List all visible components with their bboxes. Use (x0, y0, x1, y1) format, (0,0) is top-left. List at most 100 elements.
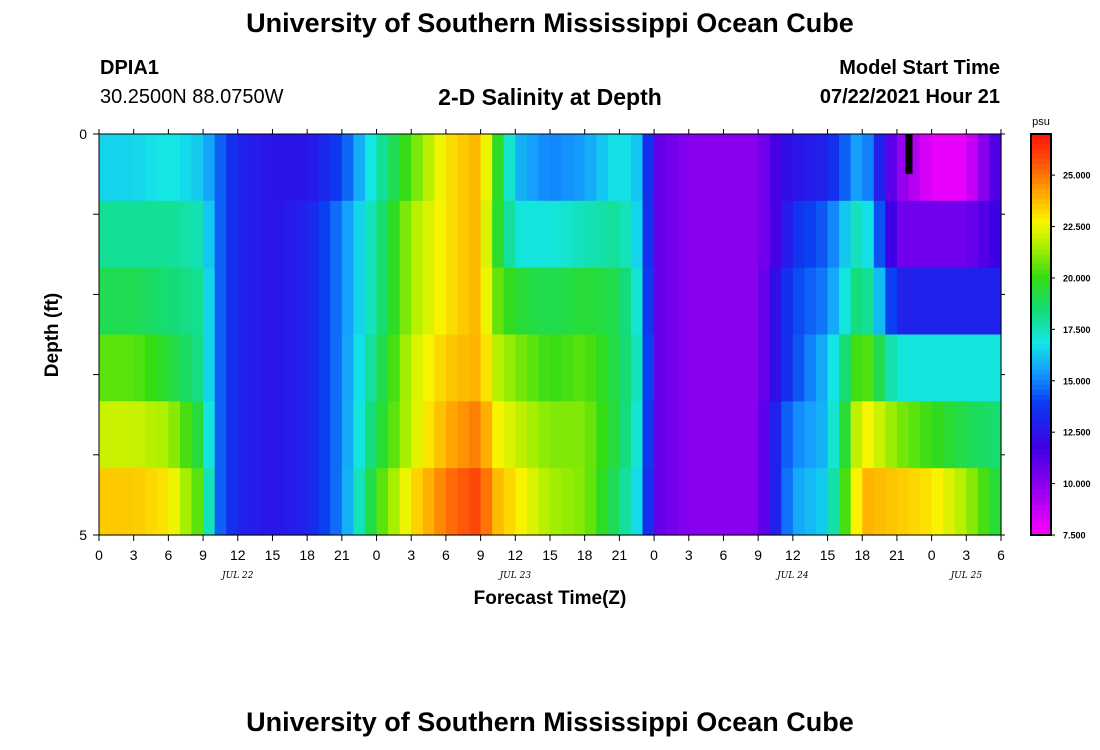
heatmap-cell (896, 267, 910, 336)
heatmap-cell (226, 200, 239, 269)
heatmap-cell (353, 334, 366, 402)
colorbar-swatch (1031, 234, 1051, 240)
colorbar-swatch (1031, 394, 1051, 401)
heatmap-cell (804, 334, 817, 402)
heatmap-cell (249, 200, 262, 269)
heatmap-cell (723, 334, 736, 402)
heatmap-cell (711, 134, 725, 202)
heatmap-cell (619, 200, 632, 269)
x-tick-label: 21 (334, 547, 350, 563)
colorbar-swatch (1031, 164, 1051, 170)
colorbar-tick-label: 12.500 (1063, 428, 1091, 438)
heatmap-cell (284, 134, 297, 202)
heatmap-cell (896, 200, 910, 269)
heatmap-cell (226, 334, 239, 402)
heatmap-cell (434, 401, 447, 469)
heatmap-cell (873, 401, 886, 469)
heatmap-cell (503, 401, 516, 469)
heatmap-cell (330, 334, 343, 402)
heatmap-cell (943, 134, 956, 202)
colorbar-swatch (1031, 364, 1051, 371)
heatmap-cell (295, 134, 308, 202)
heatmap-cell (168, 200, 181, 269)
heatmap-cell (515, 267, 528, 336)
heatmap-cell (445, 334, 459, 402)
heatmap-cell (642, 200, 655, 269)
forecast-marker-layer (905, 134, 913, 175)
colorbar-tick-label: 10.000 (1063, 479, 1091, 489)
heatmap-cell (364, 401, 378, 469)
heatmap-cell (422, 334, 435, 402)
heatmap-cell (596, 200, 609, 269)
heatmap-cell (376, 134, 389, 202)
heatmap-cell (781, 200, 794, 269)
heatmap-cell (399, 267, 412, 336)
colorbar-swatch (1031, 489, 1051, 496)
heatmap-cell (364, 334, 378, 402)
colorbar-swatch (1031, 469, 1051, 476)
heatmap-cell (584, 468, 597, 536)
heatmap-cell (422, 401, 435, 469)
heatmap-cell (931, 468, 944, 536)
heatmap-cell (769, 401, 782, 469)
x-tick-label: 0 (373, 547, 381, 563)
heatmap-cell (792, 468, 806, 536)
heatmap-cell (561, 334, 574, 402)
date-label: JUL 25 (949, 571, 983, 581)
heatmap-cell (850, 468, 863, 536)
colorbar-tick-label: 25.000 (1063, 171, 1091, 181)
heatmap-cell (862, 334, 875, 402)
heatmap-cell (480, 334, 493, 402)
heatmap-cell (827, 334, 840, 402)
colorbar-tick-label: 22.500 (1063, 222, 1091, 232)
colorbar-swatch (1031, 184, 1051, 190)
heatmap-cell (364, 134, 378, 202)
x-tick-label: 12 (508, 547, 524, 563)
heatmap-cell (168, 468, 181, 536)
heatmap-cell (920, 267, 933, 336)
heatmap-cell (503, 334, 516, 402)
colorbar-swatch (1031, 484, 1051, 491)
heatmap-cell (966, 267, 979, 336)
x-tick-label: 18 (854, 547, 870, 563)
heatmap-cell (538, 468, 551, 536)
heatmap-cell (839, 334, 852, 402)
heatmap-cell (156, 334, 169, 402)
heatmap-cell (607, 200, 620, 269)
heatmap-cell (815, 334, 829, 402)
heatmap-cell (411, 401, 424, 469)
forecast-marker (905, 134, 913, 175)
heatmap-cell (203, 200, 216, 269)
colorbar-swatch (1031, 464, 1051, 471)
colorbar-swatch (1031, 294, 1051, 301)
heatmap-cell (156, 267, 169, 336)
colorbar-tick-label: 15.000 (1063, 376, 1091, 386)
colorbar-swatch (1031, 349, 1051, 356)
heatmap-cell (226, 468, 239, 536)
heatmap-cell (469, 401, 482, 469)
heatmap-cell (307, 401, 320, 469)
heatmap-cell (931, 200, 944, 269)
heatmap-cell (815, 401, 829, 469)
colorbar-swatch (1031, 139, 1051, 145)
heatmap-cell (769, 134, 782, 202)
heatmap-cell (966, 200, 979, 269)
heatmap-cell (619, 134, 632, 202)
heatmap-cell (168, 401, 181, 469)
heatmap-cell (781, 267, 794, 336)
colorbar-swatch (1031, 204, 1051, 210)
heatmap-cell (596, 468, 609, 536)
page-title: University of Southern Mississippi Ocean… (246, 8, 854, 38)
heatmap-cell (931, 267, 944, 336)
x-tick-label: 3 (962, 547, 970, 563)
heatmap-cell (619, 468, 632, 536)
heatmap-cell (272, 267, 285, 336)
heatmap-cell (954, 468, 967, 536)
heatmap-cell (723, 200, 736, 269)
heatmap-cell (781, 468, 794, 536)
heatmap-cell (376, 401, 389, 469)
heatmap-cell (411, 267, 424, 336)
heatmap-cell (977, 200, 991, 269)
heatmap-cell (989, 200, 1002, 269)
